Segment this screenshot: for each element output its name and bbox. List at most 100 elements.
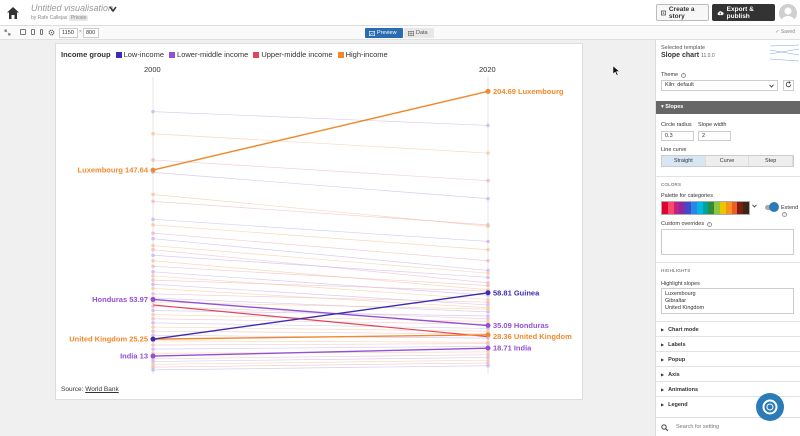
background-slope	[152, 159, 489, 182]
slope-united-kingdom[interactable]	[152, 334, 489, 340]
template-name[interactable]: Slope chart 11.0.0	[661, 52, 715, 59]
slope-width-input[interactable]: 2	[698, 131, 731, 141]
legend-label: Low-income	[123, 50, 165, 59]
help-icon[interactable]: ?	[680, 73, 686, 78]
background-point	[486, 361, 490, 365]
legend-item-low-income[interactable]: Low-income	[115, 50, 165, 59]
background-point	[151, 274, 155, 278]
slope-label: 28.36 United Kingdom	[493, 332, 572, 341]
slope-honduras[interactable]	[152, 298, 489, 327]
tablet-icon[interactable]	[31, 29, 35, 35]
section-animations[interactable]: ▶ Animations	[656, 381, 800, 396]
custom-overrides-textarea[interactable]	[661, 229, 794, 255]
triangle-right-icon: ▶	[661, 402, 665, 407]
background-point	[486, 151, 490, 155]
background-point	[151, 325, 155, 329]
mobile-icon[interactable]	[40, 29, 43, 35]
section-legend[interactable]: ▶ Legend	[656, 396, 800, 411]
tab-data[interactable]: Data	[404, 28, 434, 38]
user-icon	[781, 7, 795, 22]
point-start-honduras[interactable]	[150, 296, 156, 302]
preview-toolbar: 1150 × 800 Preview Data ✓ Saved	[0, 26, 800, 40]
point-end-united-kingdom[interactable]	[485, 332, 491, 338]
section-title: Legend	[668, 402, 688, 408]
chevron-down-icon[interactable]	[108, 4, 118, 14]
legend-swatch	[169, 51, 176, 58]
refresh-theme-button[interactable]	[783, 80, 794, 91]
circle-radius-input[interactable]: 0.3	[661, 131, 694, 141]
legend-swatch	[253, 51, 260, 58]
palette-color	[708, 202, 715, 214]
background-point	[486, 352, 490, 357]
home-icon[interactable]	[6, 6, 20, 20]
setting-search[interactable]: Search for setting	[656, 417, 800, 436]
slope-india[interactable]	[152, 347, 489, 357]
legend-item-lower-middle[interactable]: Lower-middle income	[169, 50, 248, 59]
background-slope	[152, 245, 489, 274]
palette-color	[702, 202, 709, 214]
background-point	[151, 258, 155, 263]
point-end-india[interactable]	[485, 345, 491, 351]
preview-icon	[369, 30, 375, 36]
background-slope	[152, 357, 489, 362]
slope-upper-middle[interactable]	[152, 304, 489, 338]
year-label-end: 2020	[479, 65, 496, 74]
slope-guinea[interactable]	[152, 292, 489, 340]
avatar[interactable]	[779, 4, 797, 22]
chart-card: Income group Low-income Lower-middle inc…	[55, 43, 583, 400]
help-chat-button[interactable]	[756, 393, 784, 421]
triangle-right-icon: ▶	[661, 372, 665, 377]
background-point	[486, 123, 490, 128]
height-input[interactable]: 800	[83, 28, 99, 38]
theme-select-value: Kiln: default	[665, 82, 694, 88]
background-slope	[152, 279, 489, 292]
help-icon[interactable]: ?	[782, 212, 787, 217]
section-axis[interactable]: ▶ Axis	[656, 366, 800, 381]
background-slope	[152, 133, 489, 154]
tab-preview[interactable]: Preview	[365, 28, 403, 38]
point-start-guinea[interactable]	[150, 336, 156, 342]
export-publish-button[interactable]: Export & publish	[712, 4, 775, 21]
visualisation-title[interactable]: Untitled visualisation	[31, 3, 114, 13]
legend-item-high-income[interactable]: High-income	[337, 50, 388, 59]
point-end-guinea[interactable]	[485, 290, 491, 296]
section-chart-mode[interactable]: ▶ Chart mode	[656, 321, 800, 336]
point-start-india[interactable]	[150, 353, 156, 359]
help-icon[interactable]: ?	[706, 222, 712, 227]
point-end-luxembourg[interactable]	[485, 88, 491, 94]
palette-swatches[interactable]	[661, 201, 750, 215]
palette-label: Palette for categories	[661, 193, 713, 199]
background-slope	[152, 310, 489, 317]
point-end-honduras[interactable]	[485, 323, 491, 329]
curve-option-straight[interactable]: Straight	[662, 156, 706, 166]
legend-item-upper-middle[interactable]: Upper-middle income	[253, 50, 333, 59]
background-point	[151, 253, 155, 258]
background-slope	[152, 271, 489, 296]
palette-color	[737, 202, 744, 214]
point-start-luxembourg[interactable]	[150, 167, 156, 173]
slope-luxembourg[interactable]	[152, 90, 489, 171]
background-point	[151, 333, 155, 338]
theme-select[interactable]: Kiln: default	[661, 80, 778, 91]
background-point	[151, 236, 155, 241]
template-thumbnail[interactable]	[768, 43, 800, 65]
curve-option-step[interactable]: Step	[749, 156, 794, 166]
background-point	[486, 297, 490, 302]
section-labels[interactable]: ▶ Labels	[656, 336, 800, 351]
background-point	[486, 319, 490, 324]
source-link[interactable]: World Bank	[85, 386, 119, 393]
section-popup[interactable]: ▶ Popup	[656, 351, 800, 366]
background-slope	[152, 318, 489, 325]
extend-toggle-knob[interactable]	[769, 202, 779, 212]
curve-option-curve[interactable]: Curve	[705, 156, 750, 166]
slopes-section-header[interactable]: ▾ Slopes	[656, 101, 800, 114]
gear-icon[interactable]	[48, 29, 55, 36]
width-input[interactable]: 1150	[59, 28, 78, 38]
palette-color	[662, 202, 668, 214]
desktop-icon[interactable]	[20, 29, 26, 35]
top-bar: Untitled visualisation by Rafe Callejas …	[0, 0, 800, 26]
highlight-slopes-textarea[interactable]: Luxembourg Gibraltar United Kingdom	[661, 288, 794, 314]
create-story-button[interactable]: Create a story	[656, 4, 709, 21]
chevron-down-icon[interactable]	[752, 204, 757, 208]
fullscreen-icon[interactable]	[4, 29, 11, 36]
